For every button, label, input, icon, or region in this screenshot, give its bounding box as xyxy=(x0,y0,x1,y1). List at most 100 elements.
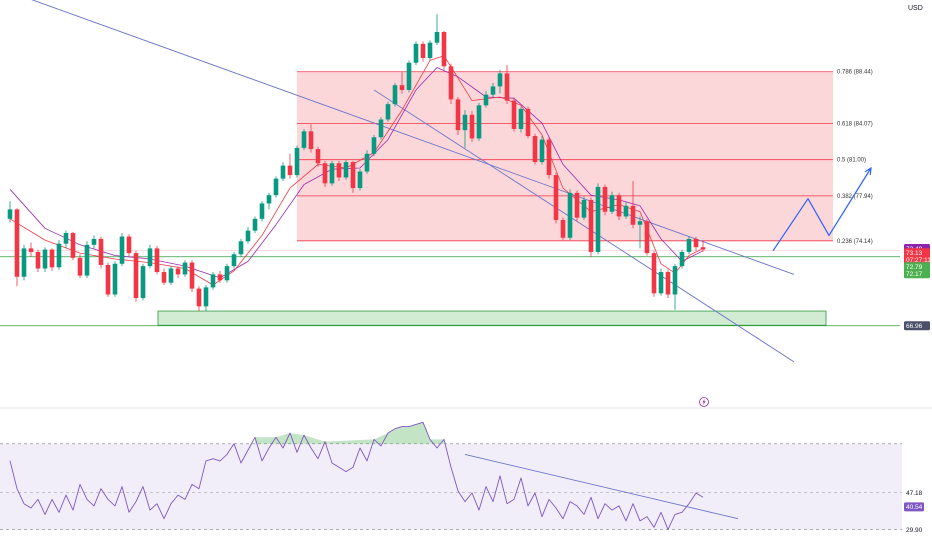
candle-body xyxy=(616,195,622,217)
lightning-icon[interactable] xyxy=(699,397,709,407)
candle xyxy=(665,269,671,299)
fib-level-label: 0.382 (77.94) xyxy=(837,194,873,200)
rsi-level-badge: 29.90 xyxy=(904,525,924,535)
candle xyxy=(35,249,41,273)
ma-fast-line xyxy=(9,55,704,286)
candle-body xyxy=(602,186,608,212)
candle-body xyxy=(35,251,41,269)
price-badge: 07:27:11 xyxy=(904,255,931,265)
projection-path[interactable] xyxy=(772,166,872,252)
rsi-badge-label: 47.18 xyxy=(906,490,923,497)
candle xyxy=(616,192,622,221)
candle xyxy=(287,153,293,179)
candle-body xyxy=(112,263,118,295)
candle-body xyxy=(693,238,699,248)
candle xyxy=(651,250,657,297)
price-badge-bg xyxy=(904,321,930,331)
candle xyxy=(434,14,440,46)
candle xyxy=(63,230,69,249)
candle xyxy=(588,197,594,257)
candle xyxy=(133,250,139,302)
candle-body xyxy=(315,149,321,164)
candle-body xyxy=(245,230,251,242)
candle xyxy=(539,136,545,165)
candle xyxy=(238,238,244,257)
candle-body xyxy=(357,171,363,189)
channel-lower-line[interactable] xyxy=(373,89,795,363)
descending-channel[interactable] xyxy=(10,0,795,363)
candle xyxy=(56,240,62,270)
candle-body xyxy=(532,136,538,163)
rsi-pane[interactable]: 47.18 40.54 29.90 xyxy=(0,421,924,535)
candle xyxy=(581,196,587,221)
candle-body xyxy=(672,266,678,295)
candle xyxy=(350,160,356,193)
candle-body xyxy=(301,131,307,148)
candle-body xyxy=(455,99,461,131)
candle-body xyxy=(511,100,517,129)
candle xyxy=(602,184,608,216)
candle-body xyxy=(462,114,468,131)
fib-level-label: 0.236 (74.14) xyxy=(837,239,873,245)
fib-zone xyxy=(297,71,833,241)
candle-body xyxy=(427,42,433,59)
candle xyxy=(84,241,90,278)
horizontal-levels[interactable] xyxy=(0,256,900,327)
candle-body xyxy=(84,244,90,276)
candle xyxy=(392,82,398,107)
candle-body xyxy=(448,66,454,100)
candle xyxy=(518,106,524,133)
candle-body xyxy=(525,108,531,137)
candle-body xyxy=(420,43,426,59)
candle-body xyxy=(329,163,335,184)
candle-body xyxy=(238,241,244,255)
candle xyxy=(343,159,349,180)
candle xyxy=(91,235,97,249)
candle-body xyxy=(217,274,223,281)
candle xyxy=(154,246,160,275)
rsi-trendline[interactable] xyxy=(464,453,739,520)
candle xyxy=(252,216,258,234)
candle-body xyxy=(406,62,412,90)
candle-body xyxy=(378,119,384,138)
candle xyxy=(504,65,510,105)
rsi-band xyxy=(0,443,902,530)
rsi-badge-label: 29.90 xyxy=(906,527,923,534)
candle-body xyxy=(70,233,76,258)
candle xyxy=(371,134,377,157)
candle-body xyxy=(98,238,104,265)
candle xyxy=(231,251,237,269)
candle-body xyxy=(28,248,34,252)
candle xyxy=(259,201,265,222)
price-badge-bg xyxy=(904,255,930,265)
candle xyxy=(112,261,118,297)
candle-body xyxy=(56,243,62,268)
candle-body xyxy=(140,266,146,299)
candle-body xyxy=(679,251,685,267)
candle xyxy=(532,133,538,165)
candle-body xyxy=(644,221,650,254)
candle-body xyxy=(196,288,202,307)
candle xyxy=(497,69,503,94)
candle xyxy=(364,150,370,174)
candle-body xyxy=(686,238,692,252)
candle-body xyxy=(154,248,160,273)
support-zone[interactable] xyxy=(157,310,827,326)
candle xyxy=(308,124,314,153)
fibonacci-retracement[interactable]: 0.786 (88.44) 0.618 (84.07) 0.5 (81.00) 0.3… xyxy=(0,70,900,252)
candle-body xyxy=(49,249,55,268)
candle-body xyxy=(42,249,48,269)
price-badge-label: 72.79 xyxy=(906,264,923,271)
price-badge-label: 72.17 xyxy=(906,271,923,278)
channel-upper-line[interactable] xyxy=(10,0,795,275)
candle-body xyxy=(343,162,349,178)
candle xyxy=(406,60,412,93)
candle xyxy=(700,240,706,252)
candle-body xyxy=(658,272,664,294)
candle-body xyxy=(231,254,237,267)
candle-body xyxy=(609,195,615,212)
candle xyxy=(567,189,573,241)
candle-body xyxy=(21,248,27,277)
